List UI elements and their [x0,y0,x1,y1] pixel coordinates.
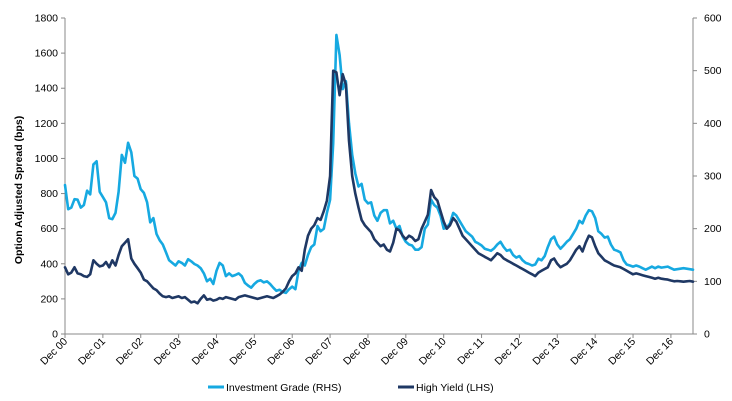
x-tick-label: Dec 02 [114,336,146,368]
high-yield-line [63,69,695,305]
right-tick-label: 100 [704,276,722,288]
right-tick-label: 600 [704,13,722,25]
legend-label: High Yield (LHS) [416,382,494,394]
x-tick-label: Dec 01 [76,336,108,368]
x-tick-label: Dec 03 [152,336,184,368]
left-tick-label: 1200 [35,118,59,130]
right-tick-label: 500 [704,65,722,77]
left-tick-label: 1000 [35,153,59,165]
x-tick-label: Dec 05 [227,336,259,368]
axes [64,18,694,335]
x-tick-label: Dec 15 [606,336,638,368]
x-tick-label: Dec 04 [190,336,222,368]
right-tick-label: 400 [704,118,722,130]
x-tick-label: Dec 07 [303,336,335,368]
left-tick-label: 800 [40,188,58,200]
left-tick-label: 200 [40,293,58,305]
x-tick-label: Dec 14 [568,336,600,368]
x-tick-label: Dec 06 [265,336,297,368]
series-lines [63,33,695,305]
legend: Investment Grade (RHS) High Yield (LHS) [208,382,494,394]
left-tick-label: 0 [52,329,58,341]
x-tick-label: Dec 09 [379,336,411,368]
x-axis-ticks: Dec 00 Dec 01 Dec 02 Dec 03 Dec 04 Dec 05 Dec … [38,334,676,368]
right-tick-label: 200 [704,223,722,235]
left-axis-title: Option Adjusted Spread (bps) [13,116,25,264]
investment-grade-line [63,33,695,295]
x-tick-label: Dec 13 [530,336,562,368]
left-tick-label: 600 [40,223,58,235]
left-tick-label: 1400 [35,83,59,95]
left-tick-label: 400 [40,258,58,270]
right-axis-ticks: 0 100 200 300 400 500 600 [693,13,722,341]
left-tick-label: 1600 [35,48,59,60]
x-tick-label: Dec 10 [417,336,449,368]
x-tick-label: Dec 11 [455,336,487,368]
right-tick-label: 0 [704,329,710,341]
left-tick-label: 1800 [35,13,59,25]
x-tick-label: Dec 08 [341,336,373,368]
left-axis-ticks: 0 200 400 600 800 1000 1200 1400 1600 1800 [35,13,65,341]
x-tick-label: Dec 16 [644,336,676,368]
legend-label: Investment Grade (RHS) [226,382,342,394]
x-tick-label: Dec 12 [493,336,525,368]
right-tick-label: 300 [704,171,722,183]
